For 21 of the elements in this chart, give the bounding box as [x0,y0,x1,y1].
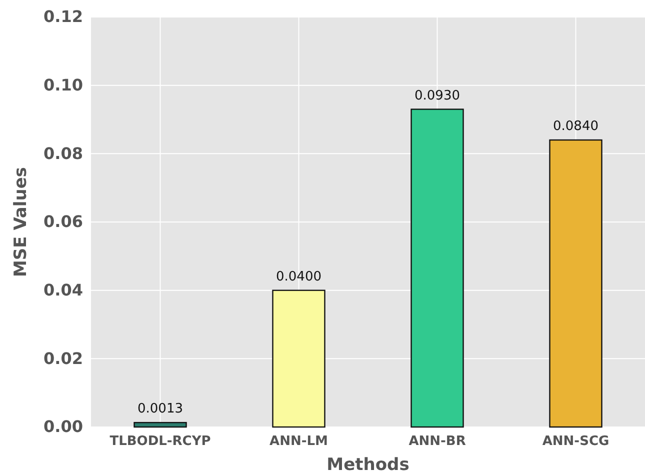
x-tick-label: ANN-SCG [542,434,610,450]
data-label: 0.0400 [276,269,322,284]
y-tick-label: 0.10 [44,75,83,94]
bar [272,290,326,428]
y-tick-label: 0.06 [44,212,83,232]
data-label: 0.0930 [414,88,460,104]
y-axis-title: MSE Values [11,167,31,277]
bar [134,422,187,428]
y-tick-label: 0.08 [44,144,83,163]
x-tick-label: ANN-LM [270,434,328,450]
x-tick-label: TLBODL-RCYP [110,434,211,450]
y-tick-label: 0.02 [44,348,83,368]
y-tick-label: 0.00 [44,417,83,436]
data-label: 0.0840 [553,119,598,134]
y-tick-label: 0.04 [44,280,83,300]
bar [549,139,602,428]
bar [410,108,464,428]
y-tick-label: 0.12 [44,7,83,26]
x-tick-label: ANN-BR [408,434,466,450]
data-label: 0.0013 [138,402,183,417]
x-axis-title: Methods [326,455,410,475]
